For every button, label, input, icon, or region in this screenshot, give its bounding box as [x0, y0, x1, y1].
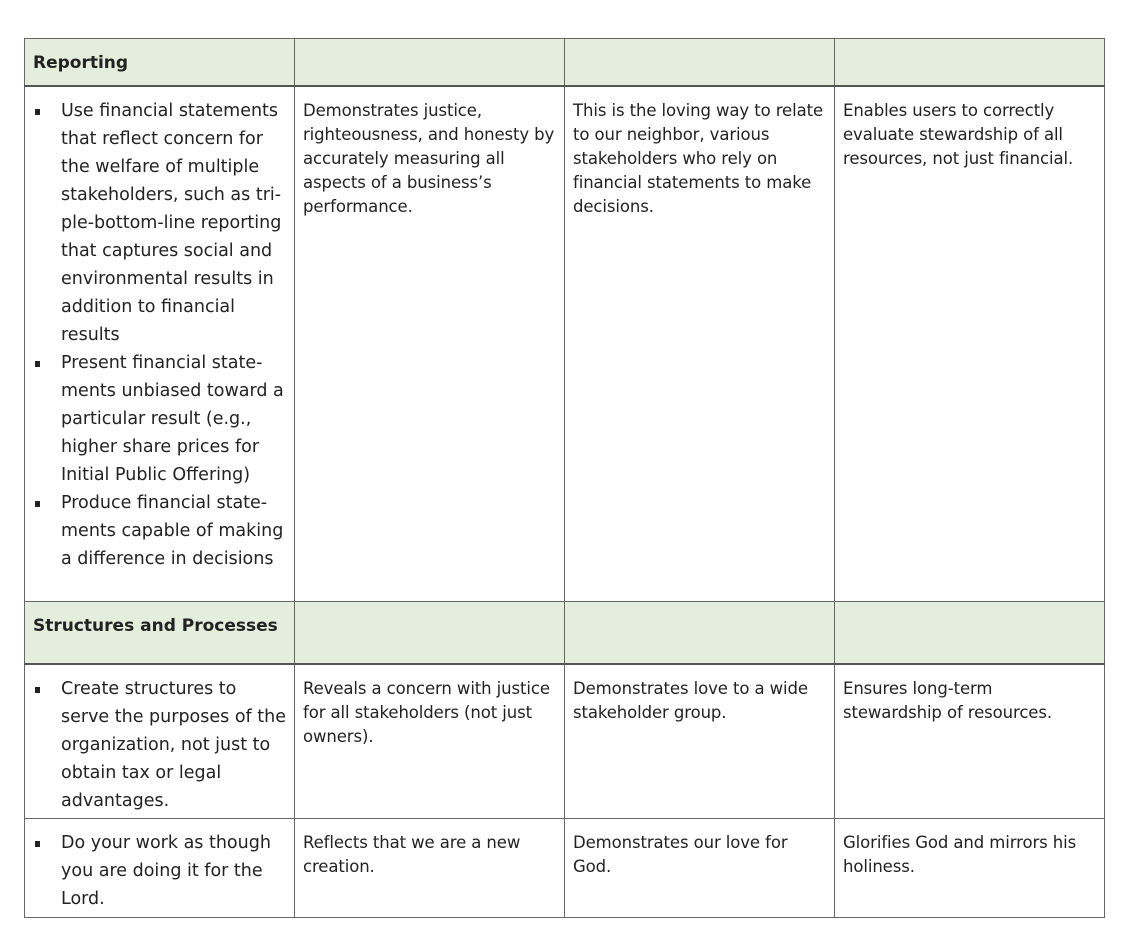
cell: Demonstrates our love for God.	[564, 817, 835, 918]
cell: Reflects that we are a new creation.	[294, 817, 565, 918]
cell: Demonstrates love to a wide stakeholder …	[564, 663, 835, 819]
section-title: Reporting	[24, 38, 295, 87]
cell: Glorifies God and mirrors his holiness.	[834, 817, 1105, 918]
bullet-item: Produce financial state-ments capable of…	[33, 489, 286, 573]
table-row: Use financial statements that reflect co…	[24, 85, 1105, 602]
section-header-structures: Structures and Processes	[24, 600, 1105, 665]
section-header-reporting: Reporting	[24, 38, 1105, 87]
section-title: Structures and Processes	[24, 600, 295, 665]
cell: Reveals a concern with justice for all s…	[294, 663, 565, 819]
table-row: Do your work as though you are doing it …	[24, 817, 1105, 918]
bullet-item: Use financial statements that reflect co…	[33, 97, 286, 349]
principles-table: Reporting Use financial statements that …	[24, 38, 1105, 918]
bullet-item: Create structures to serve the purposes …	[33, 675, 286, 815]
bullet-item: Do your work as though you are doing it …	[33, 829, 286, 913]
cell: Enables users to correctly evaluate stew…	[834, 85, 1105, 602]
table-row: Create structures to serve the purposes …	[24, 663, 1105, 819]
cell: This is the loving way to relate to our …	[564, 85, 835, 602]
bullet-item: Present financial state-ments unbiased t…	[33, 349, 286, 489]
cell: Ensures long-term stewardship of resourc…	[834, 663, 1105, 819]
cell: Demonstrates justice, righteousness, and…	[294, 85, 565, 602]
